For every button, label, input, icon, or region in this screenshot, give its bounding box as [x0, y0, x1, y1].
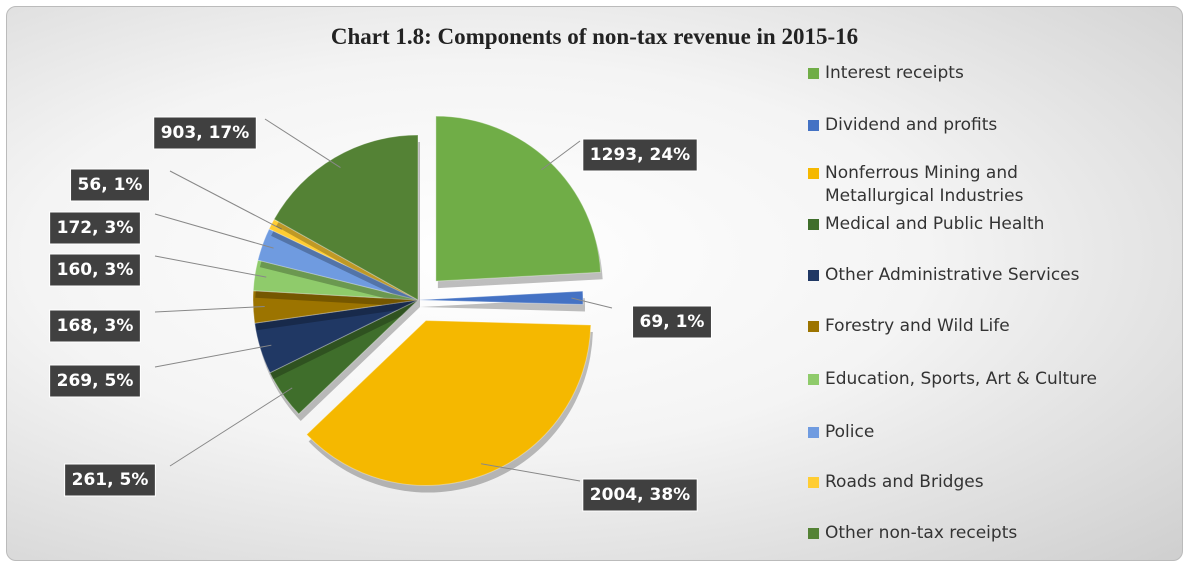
legend-item: Other Administrative Services — [808, 264, 1080, 287]
data-label: 56, 1% — [78, 175, 143, 195]
legend-swatch — [808, 219, 819, 230]
legend-label: Forestry and Wild Life — [825, 316, 1010, 336]
leader-line — [154, 213, 274, 249]
leader-line — [169, 387, 293, 467]
data-label-box — [70, 168, 150, 202]
legend-swatch — [808, 528, 819, 539]
data-label: 269, 5% — [57, 371, 134, 391]
data-label-box — [49, 253, 141, 287]
legend-label: Education, Sports, Art & Culture — [825, 369, 1097, 389]
data-label-box — [632, 305, 712, 339]
data-label: 69, 1% — [640, 312, 705, 332]
leader-line — [571, 297, 613, 309]
data-label: 168, 3% — [57, 316, 134, 336]
leader-line — [541, 140, 581, 171]
legend-label: Dividend and profits — [825, 115, 998, 135]
data-label-box — [49, 211, 141, 245]
data-label: 1293, 24% — [590, 145, 690, 165]
legend-label: Nonferrous Mining and Metallurgical Indu… — [825, 163, 1024, 206]
leader-line — [169, 170, 283, 230]
data-label: 172, 3% — [57, 218, 134, 238]
legend-label: Other non-tax receipts — [825, 523, 1018, 543]
pie-slice — [435, 115, 602, 282]
data-label: 160, 3% — [57, 260, 134, 280]
chart-panel — [6, 6, 1183, 561]
pie-slice — [305, 320, 592, 487]
data-label-box — [64, 463, 156, 497]
legend-label: Medical and Public Health — [825, 214, 1045, 234]
data-label: 2004, 38% — [590, 485, 690, 505]
legend-item: Forestry and Wild Life — [808, 315, 1010, 338]
legend-swatch — [808, 120, 819, 131]
data-label-box — [49, 309, 141, 343]
pie-slice — [254, 299, 419, 374]
pie-slice — [417, 290, 584, 306]
legend-item: Interest receipts — [808, 62, 964, 85]
legend-swatch — [808, 427, 819, 438]
legend-label: Roads and Bridges — [825, 472, 984, 492]
legend-item: Education, Sports, Art & Culture — [808, 368, 1097, 391]
pie-slice — [273, 134, 419, 301]
leader-line — [154, 255, 267, 278]
legend-item: Dividend and profits — [808, 114, 997, 137]
legend-label: Other Administrative Services — [825, 265, 1080, 285]
legend-swatch — [808, 374, 819, 385]
legend-swatch — [808, 68, 819, 79]
legend-swatch — [808, 321, 819, 332]
data-label-box — [582, 478, 698, 512]
data-label: 261, 5% — [72, 470, 149, 490]
leader-line — [154, 344, 272, 368]
legend-item: Police — [808, 421, 874, 444]
legend-swatch — [808, 270, 819, 281]
data-label-box — [153, 116, 257, 150]
legend-item: Medical and Public Health — [808, 213, 1044, 236]
legend-label: Interest receipts — [825, 63, 964, 83]
data-label: 903, 17% — [161, 123, 250, 143]
leader-line — [481, 463, 581, 482]
chart-title: Chart 1.8: Components of non-tax revenue… — [330, 24, 859, 49]
data-label-box — [582, 138, 698, 172]
leader-line — [154, 306, 265, 313]
legend-label: Police — [825, 422, 875, 442]
pie-slice — [257, 228, 419, 301]
legend-item: Roads and Bridges — [808, 471, 984, 494]
legend-swatch — [808, 168, 819, 179]
leader-line — [264, 118, 341, 169]
legend-swatch — [808, 477, 819, 488]
legend-item: Other non-tax receipts — [808, 522, 1017, 545]
data-label-box — [49, 364, 141, 398]
legend-item: Nonferrous Mining and Metallurgical Indu… — [808, 162, 1075, 208]
